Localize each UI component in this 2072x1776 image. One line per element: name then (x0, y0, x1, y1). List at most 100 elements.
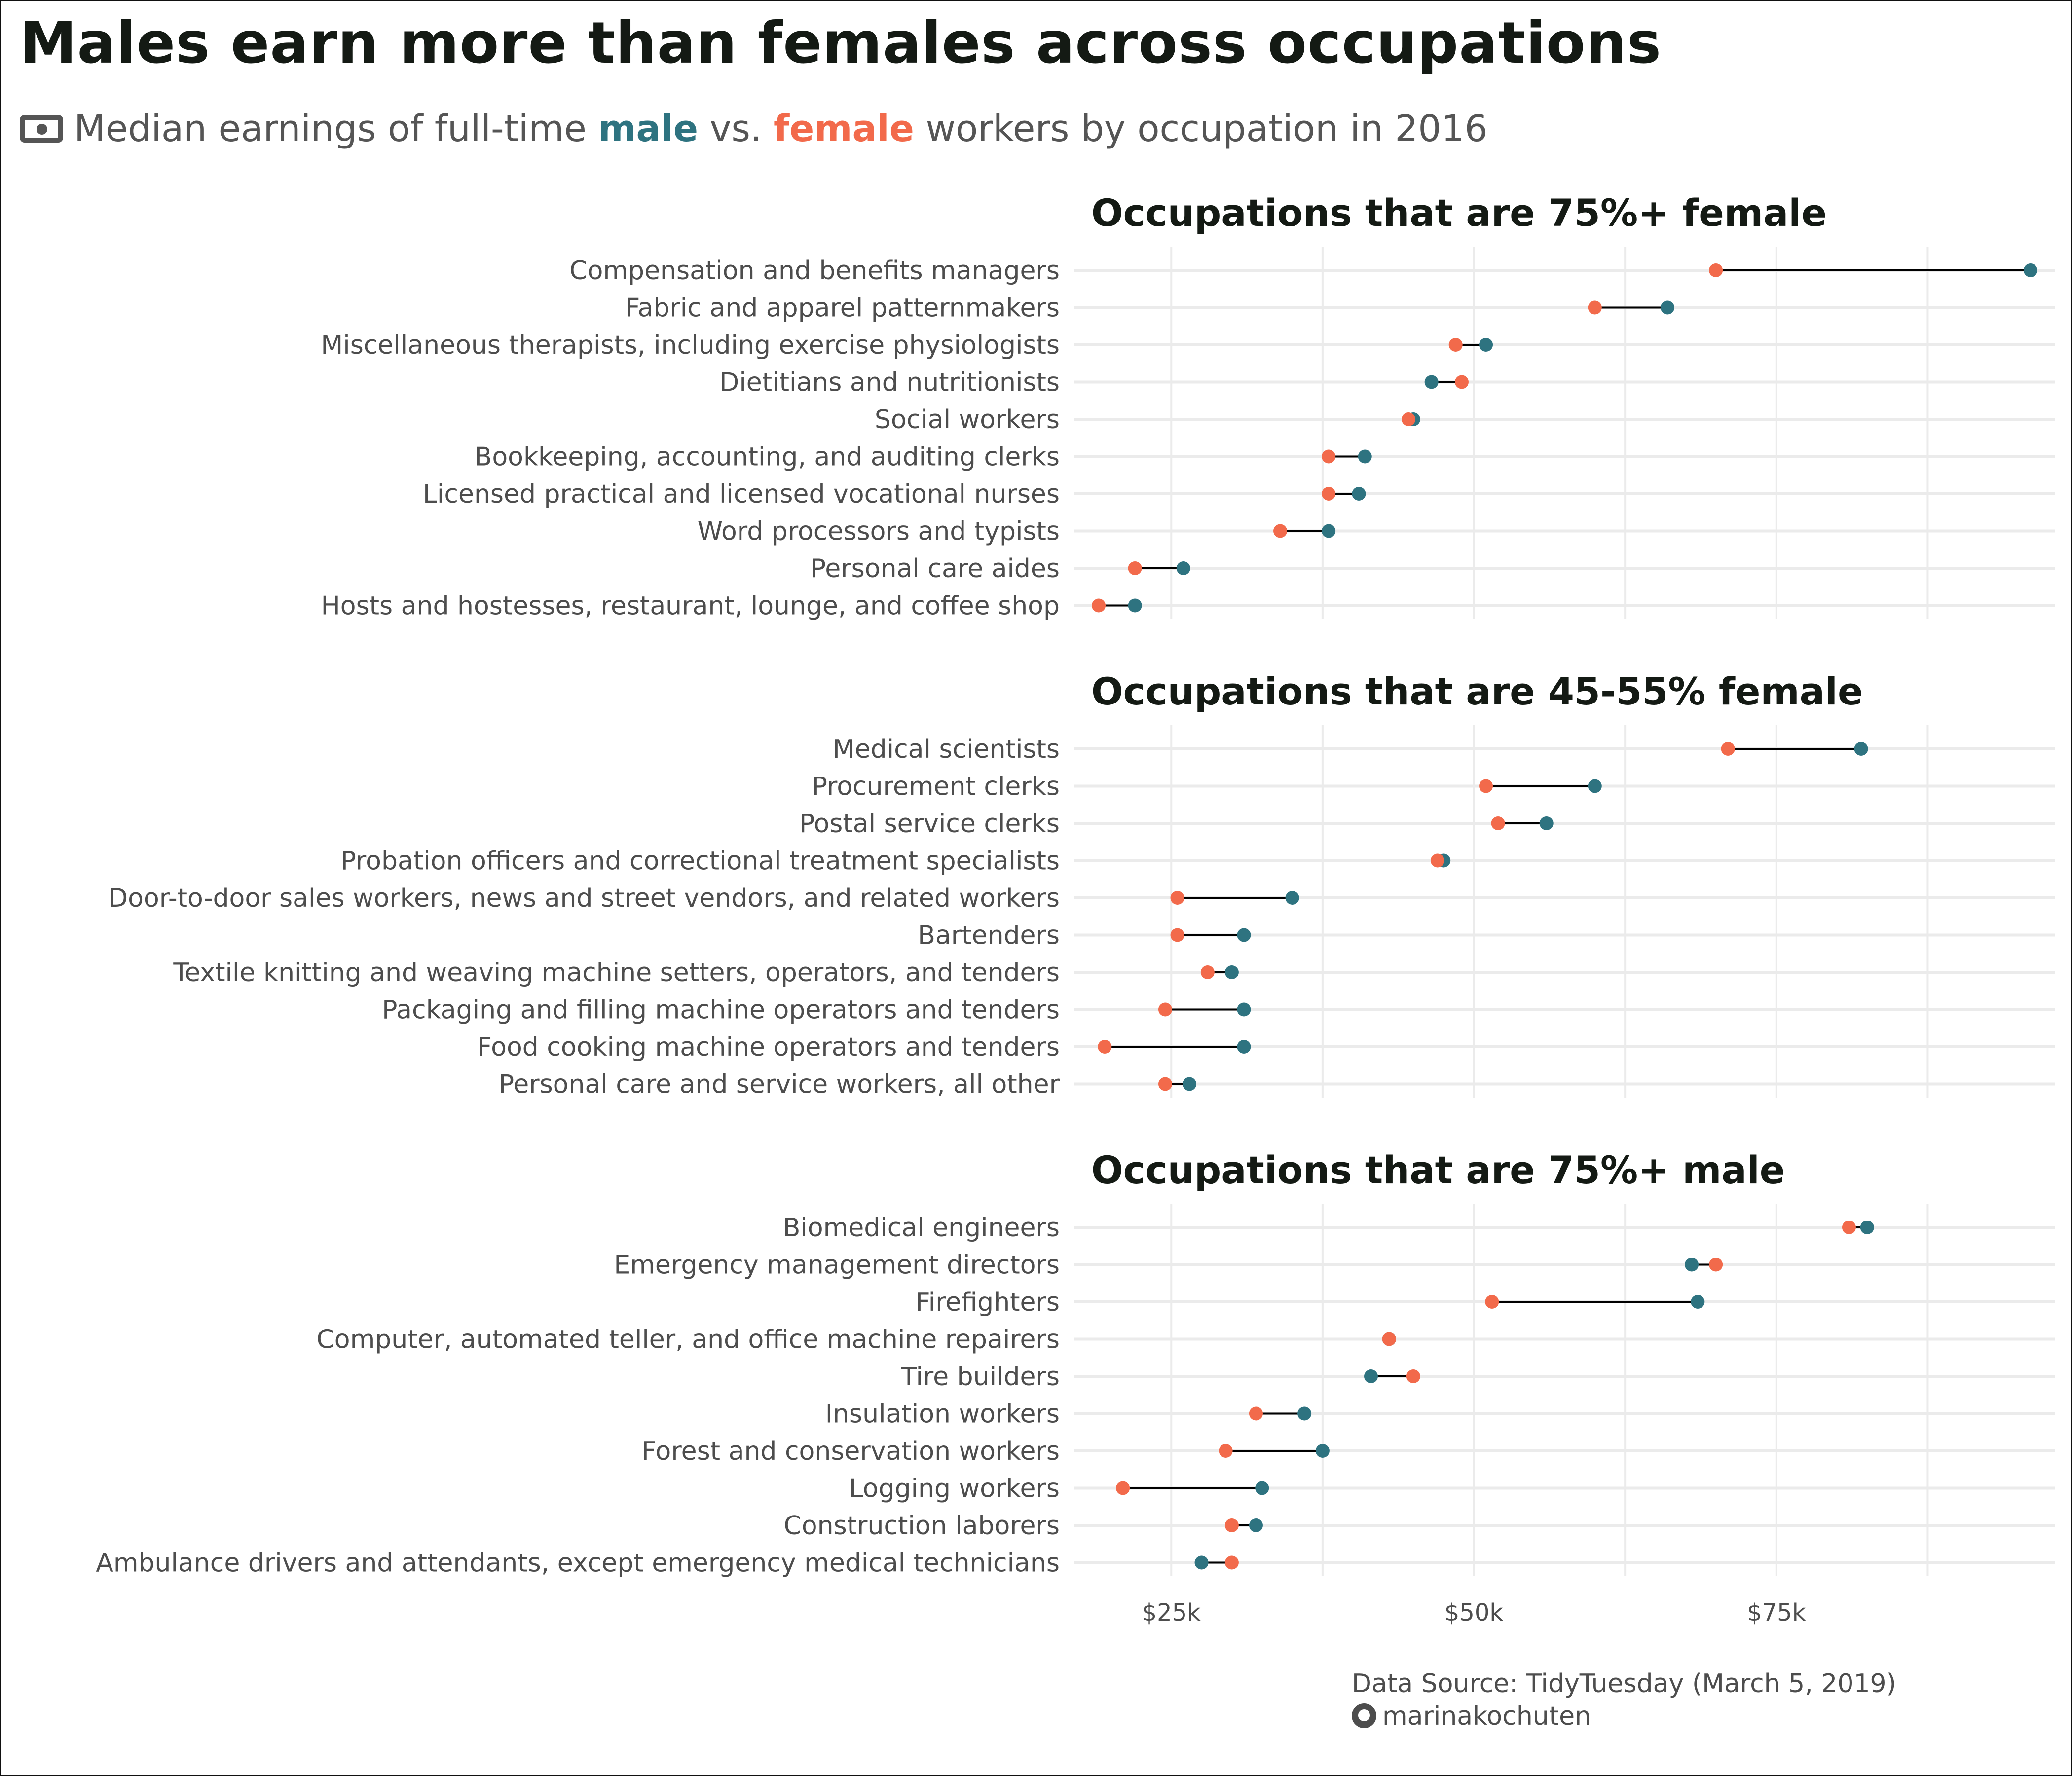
x-tick-label: $25k (1142, 1599, 1201, 1627)
male-point (1183, 1077, 1197, 1091)
subtitle-prefix: Median earnings of full-time (74, 108, 587, 150)
male-point (1194, 1555, 1209, 1570)
occupation-label: Dietitians and nutritionists (719, 368, 1060, 398)
occupation-label: Social workers (875, 405, 1060, 435)
female-point (1479, 779, 1493, 793)
male-point (1860, 1221, 1874, 1234)
female-point (1170, 891, 1184, 905)
male-point (1661, 300, 1675, 315)
female-point (1116, 1481, 1130, 1495)
female-point (1709, 1258, 1723, 1272)
chart-subtitle: Median earnings of full-time male vs. fe… (20, 108, 1488, 150)
author-line: marinakochuten (1352, 1700, 1896, 1733)
male-point (1285, 891, 1299, 905)
male-point (1322, 524, 1336, 538)
occupation-label: Ambulance drivers and attendants, except… (96, 1549, 1060, 1578)
male-point (1424, 375, 1439, 389)
female-point (1158, 1002, 1172, 1017)
female-point (1200, 965, 1215, 979)
panel-title: Occupations that are 75%+ male (1091, 1148, 1785, 1192)
female-point (1454, 375, 1469, 389)
caption: Data Source: TidyTuesday (March 5, 2019)… (1352, 1667, 1896, 1733)
occupation-label: Bartenders (918, 921, 1060, 951)
occupation-label: Firefighters (916, 1288, 1060, 1317)
occupation-label: Insulation workers (825, 1400, 1060, 1429)
female-point (1224, 1555, 1239, 1570)
occupation-label: Packaging and filling machine operators … (382, 996, 1060, 1025)
data-source: Data Source: TidyTuesday (March 5, 2019) (1352, 1669, 1896, 1699)
chart-title: Males earn more than females across occu… (20, 10, 1662, 76)
female-point (1170, 928, 1184, 942)
male-point (1588, 779, 1602, 793)
occupation-label: Tire builders (900, 1362, 1060, 1392)
occupation-label: Food cooking machine operators and tende… (477, 1033, 1060, 1062)
female-point (1219, 1444, 1233, 1458)
occupation-label: Procurement clerks (812, 772, 1060, 802)
occupation-label: Construction laborers (784, 1511, 1060, 1541)
male-point (1237, 1040, 1251, 1054)
male-point (2023, 263, 2037, 277)
occupation-label: Door-to-door sales workers, news and str… (108, 884, 1060, 913)
x-tick-label: $50k (1444, 1599, 1504, 1627)
occupation-label: Fabric and apparel patternmakers (625, 294, 1060, 323)
occupation-label: Logging workers (849, 1474, 1060, 1504)
occupation-label: Medical scientists (833, 735, 1060, 764)
occupation-label: Word processors and typists (698, 517, 1060, 547)
female-point (1273, 524, 1288, 538)
male-point (1237, 928, 1251, 942)
subtitle-female-word: female (773, 108, 914, 150)
male-point (1237, 1002, 1251, 1017)
panel-title: Occupations that are 45-55% female (1091, 669, 1863, 713)
subtitle-male-word: male (598, 108, 699, 150)
female-point (1406, 1369, 1420, 1383)
female-point (1322, 487, 1336, 501)
occupation-label: Compensation and benefits managers (569, 256, 1060, 286)
money-icon (20, 115, 63, 143)
male-point (1249, 1518, 1263, 1532)
female-point (1158, 1077, 1172, 1091)
male-point (1364, 1369, 1378, 1383)
occupation-label: Forest and conservation workers (641, 1437, 1060, 1466)
panel-title: Occupations that are 75%+ female (1091, 191, 1827, 235)
subtitle-mid: vs. (709, 108, 762, 150)
occupation-label: Miscellaneous therapists, including exer… (321, 331, 1060, 360)
female-point (1098, 1040, 1112, 1054)
occupation-label: Personal care and service workers, all o… (499, 1070, 1060, 1100)
female-point (1721, 742, 1735, 756)
male-point (1685, 1258, 1699, 1272)
occupation-label: Textile knitting and weaving machine set… (173, 958, 1060, 988)
subtitle-suffix: workers by occupation in 2016 (925, 108, 1488, 150)
male-point (1297, 1406, 1312, 1421)
male-point (1255, 1481, 1269, 1495)
male-point (1176, 561, 1190, 575)
occupation-label: Computer, automated teller, and office m… (316, 1325, 1060, 1355)
male-point (1358, 449, 1372, 464)
female-point (1842, 1221, 1856, 1234)
male-point (1224, 965, 1239, 979)
female-point (1224, 1518, 1239, 1532)
male-point (1352, 487, 1366, 501)
female-point (1491, 816, 1505, 830)
female-point (1382, 1332, 1396, 1346)
occupation-label: Probation officers and correctional trea… (340, 847, 1060, 876)
author-handle: marinakochuten (1382, 1702, 1591, 1731)
female-point (1588, 300, 1602, 315)
occupation-label: Hosts and hostesses, restaurant, lounge,… (321, 592, 1060, 621)
male-point (1128, 598, 1142, 613)
male-point (1479, 338, 1493, 352)
occupation-label: Emergency management directors (614, 1251, 1060, 1280)
female-point (1128, 561, 1142, 575)
x-tick-label: $75k (1747, 1599, 1806, 1627)
female-point (1092, 598, 1106, 613)
occupation-label: Personal care aides (811, 554, 1060, 584)
female-point (1249, 1406, 1263, 1421)
male-point (1854, 742, 1868, 756)
occupation-label: Postal service clerks (799, 809, 1060, 839)
occupation-label: Biomedical engineers (783, 1213, 1060, 1243)
female-point (1485, 1295, 1499, 1309)
female-point (1448, 338, 1463, 352)
male-point (1691, 1295, 1705, 1309)
female-point (1430, 853, 1444, 868)
